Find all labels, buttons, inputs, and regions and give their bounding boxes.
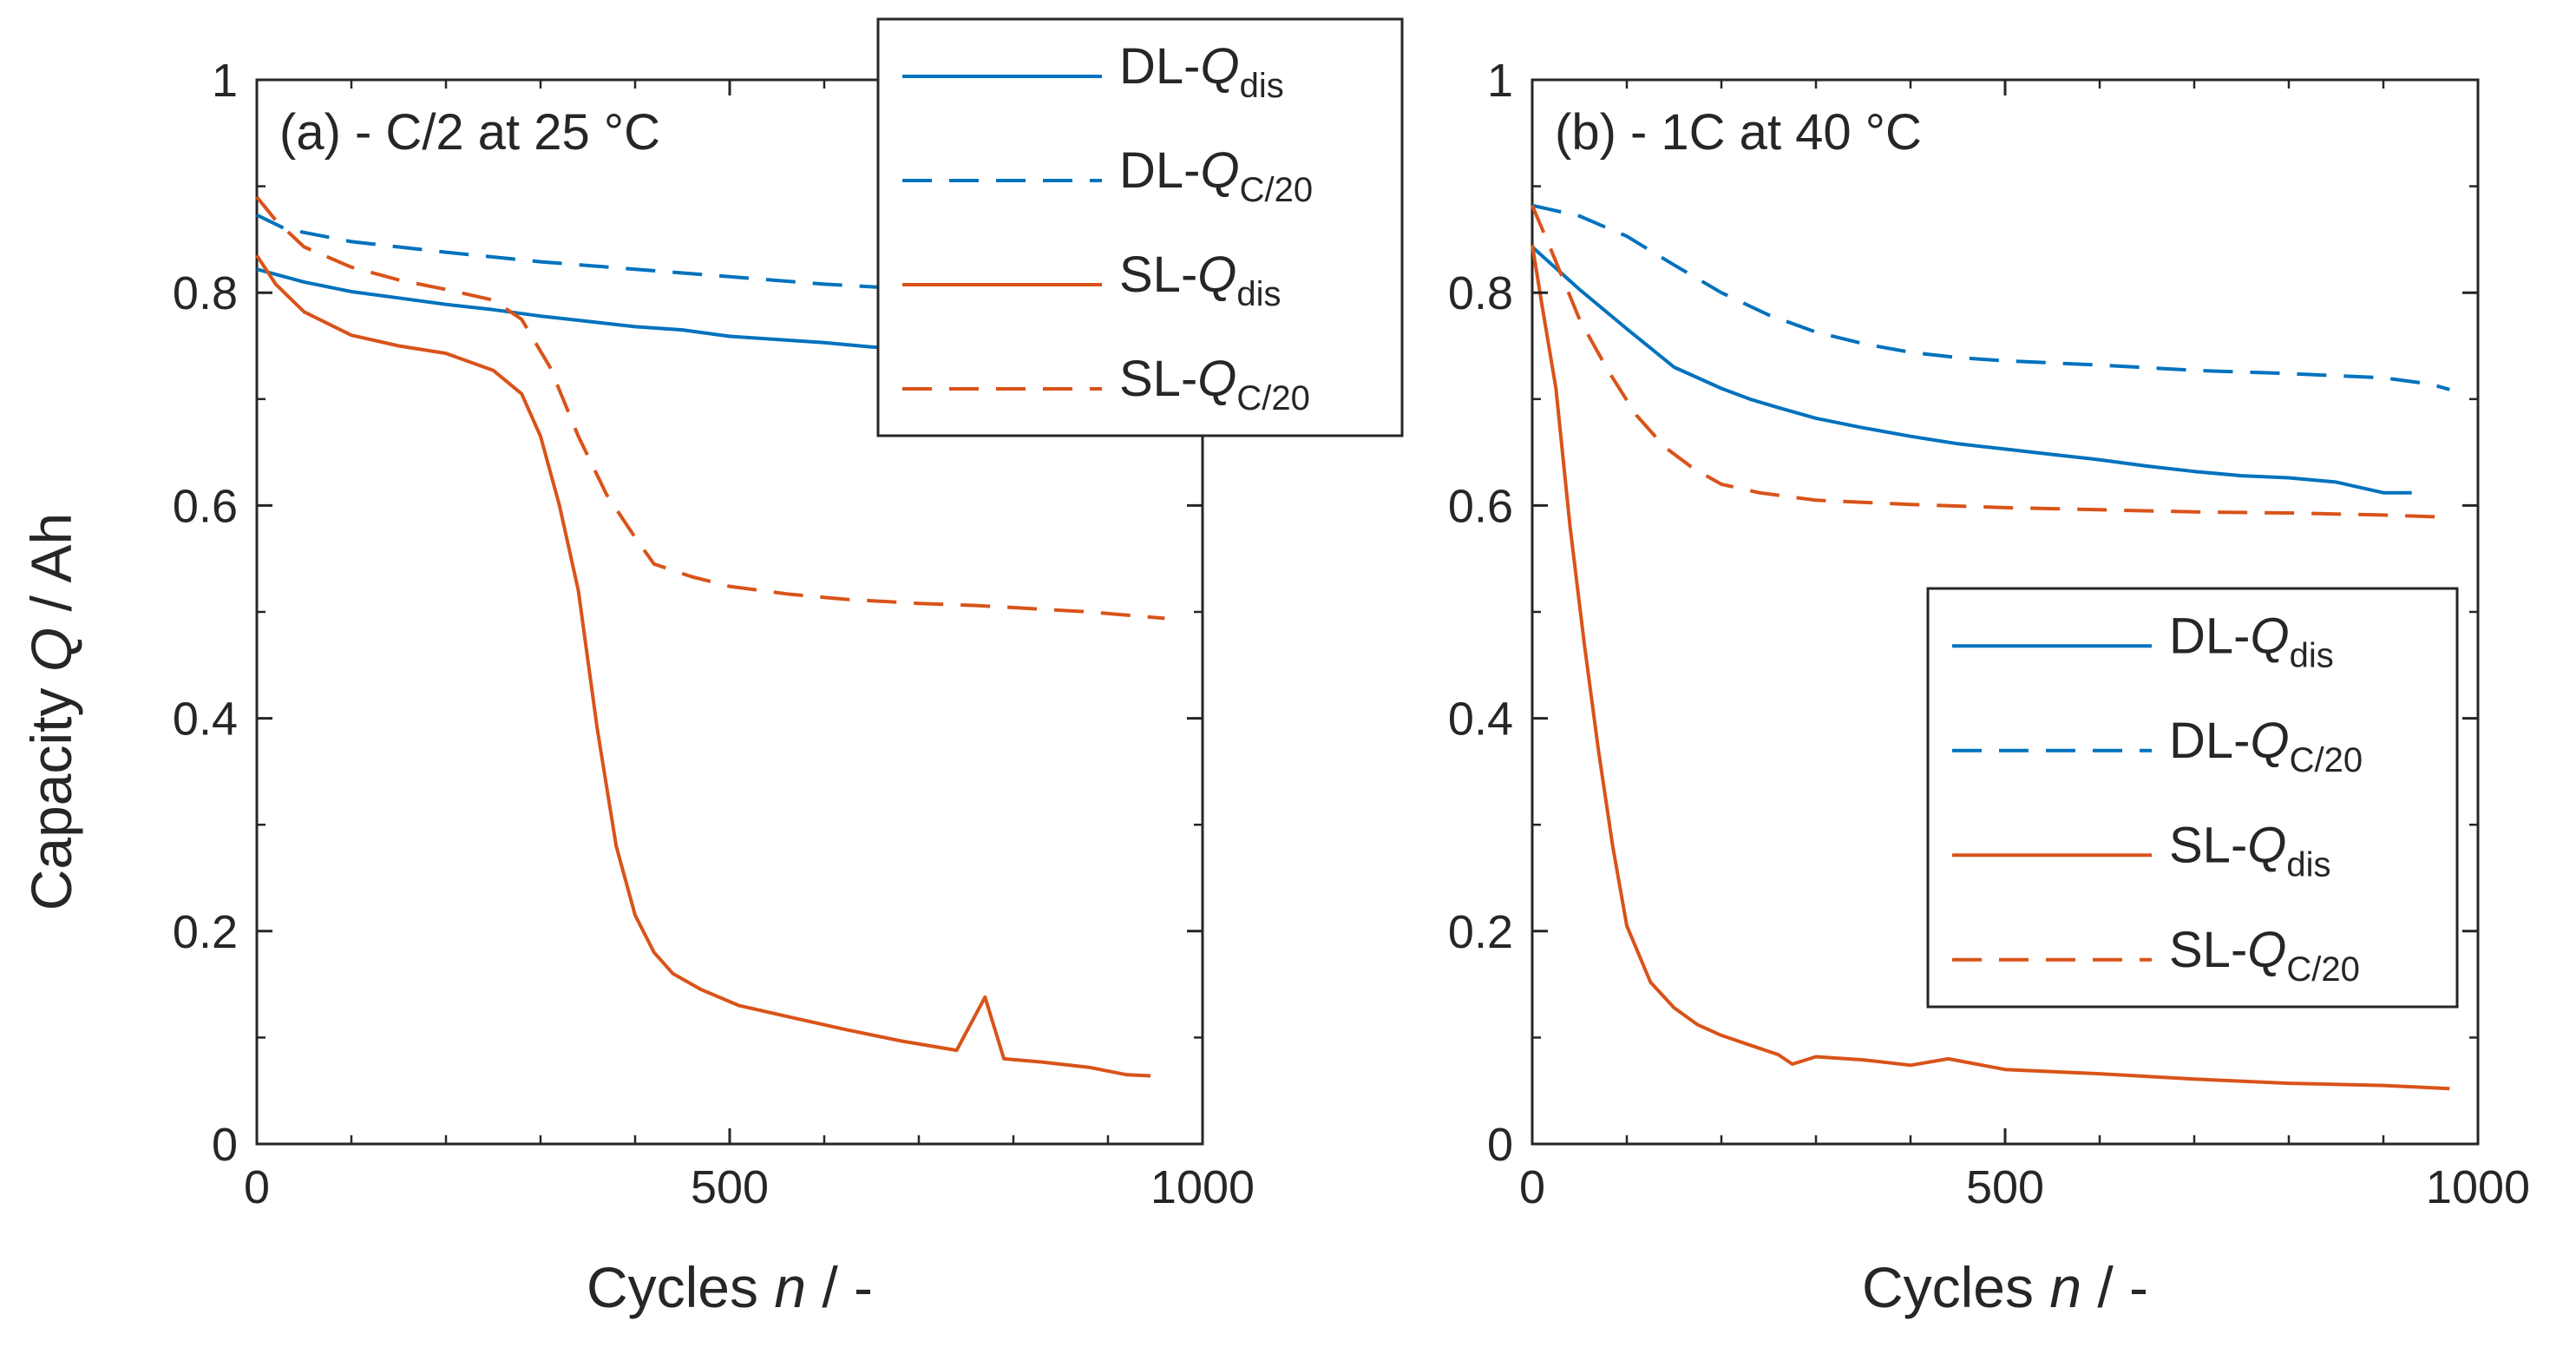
series-line-sl-c20 [255, 195, 1165, 621]
legend-label-variable: Q [1200, 142, 1239, 199]
legend-label-subscript: C/20 [2290, 741, 2363, 779]
legend-label-subscript: dis [1236, 275, 1281, 313]
x-tick-label: 500 [1966, 1161, 2044, 1213]
panel-title: (b) - 1C at 40 °C [1555, 104, 1922, 161]
panel-title: (a) - C/2 at 25 °C [279, 104, 660, 161]
legend-label-subscript: C/20 [2286, 950, 2360, 989]
legend-label-prefix: DL- [2169, 608, 2250, 664]
legend-label-prefix: SL- [2169, 817, 2247, 873]
legend-entry-label: DL-Qdis [1119, 38, 1284, 105]
legend-label-prefix: SL- [2169, 922, 2247, 978]
y-tick-label: 0.2 [173, 906, 238, 958]
legend-entry-label: DL-QC/20 [2169, 713, 2363, 779]
legend-label-subscript: dis [2286, 845, 2330, 884]
x-axis-label-variable: n [774, 1255, 806, 1319]
x-axis-label: Cycles n / - [587, 1255, 873, 1319]
y-tick-label: 0.2 [1448, 906, 1513, 958]
legend-label-prefix: DL- [1119, 142, 1200, 199]
legend-label-prefix: SL- [1119, 351, 1197, 407]
series-line-sl-dis [1531, 244, 2450, 1091]
legend-label-prefix: SL- [1119, 246, 1197, 303]
legend-entry-label: SL-Qdis [1119, 246, 1281, 313]
legend-entry-label: DL-QC/20 [1119, 142, 1313, 209]
series-line-dl-dis [1531, 246, 2412, 495]
legend-label-subscript: C/20 [1240, 171, 1314, 209]
y-tick-label: 0.4 [1448, 693, 1513, 746]
legend-entry-label: SL-QC/20 [1119, 351, 1310, 417]
series-line-sl-c20 [1531, 204, 2450, 519]
legend-label-variable: Q [2250, 713, 2289, 769]
legend-box [876, 17, 1404, 437]
y-tick-label: 0.8 [1448, 267, 1513, 319]
legend-label-variable: Q [1200, 38, 1239, 95]
x-axis-label-variable: n [2049, 1255, 2081, 1319]
legend-label-prefix: DL- [1119, 38, 1200, 95]
y-tick-label: 0.6 [1448, 480, 1513, 532]
legend-label-prefix: DL- [2169, 713, 2250, 769]
legend-label-variable: Q [2250, 608, 2289, 664]
legend-box [1926, 587, 2459, 1009]
legend-label-subscript: dis [2290, 636, 2334, 674]
legend-label-subscript: C/20 [1236, 379, 1310, 417]
x-tick-label: 1000 [2426, 1161, 2530, 1213]
legend-label-variable: Q [2247, 922, 2286, 978]
legend-label-variable: Q [1197, 246, 1236, 303]
legend-label-variable: Q [1197, 351, 1236, 407]
x-tick-label: 1000 [1150, 1161, 1255, 1213]
series-line-sl-dis [255, 254, 1151, 1078]
x-tick-label: 0 [1519, 1161, 1545, 1213]
legend-entry-label: SL-Qdis [2169, 817, 2331, 884]
x-axis-label-prefix: Cycles [587, 1255, 774, 1319]
y-axis-label: Capacity Q / Ah [19, 513, 83, 911]
y-tick-label: 0.6 [173, 480, 238, 532]
x-tick-label: 0 [244, 1161, 270, 1213]
series-line-dl-c20 [1531, 203, 2450, 391]
y-tick-label: 1 [212, 55, 238, 107]
x-axis-label: Cycles n / - [1862, 1255, 2148, 1319]
legend-entry-label: DL-Qdis [2169, 608, 2334, 674]
legend-entry-label: SL-QC/20 [2169, 922, 2360, 989]
y-tick-label: 0.8 [173, 267, 238, 319]
x-axis-label-suffix: / - [2081, 1255, 2148, 1319]
x-axis-label-prefix: Cycles [1862, 1255, 2049, 1319]
y-tick-label: 0.4 [173, 693, 238, 746]
panel-a-chart: 0 500 1000 0 0.2 0.4 0.6 0.8 1 (a) - C/2 at 25 °C… [173, 17, 1404, 1319]
y-tick-label: 0 [212, 1119, 238, 1171]
y-tick-label: 1 [1487, 55, 1513, 107]
x-tick-label: 500 [691, 1161, 769, 1213]
panel-b-chart: 0 500 1000 0 0.2 0.4 0.6 0.8 1 (b) - 1C at 40 °C C… [1448, 55, 2530, 1319]
legend-label-variable: Q [2247, 817, 2286, 873]
y-tick-label: 0 [1487, 1119, 1513, 1171]
legend-label-subscript: dis [1240, 67, 1284, 105]
x-axis-label-suffix: / - [806, 1255, 873, 1319]
